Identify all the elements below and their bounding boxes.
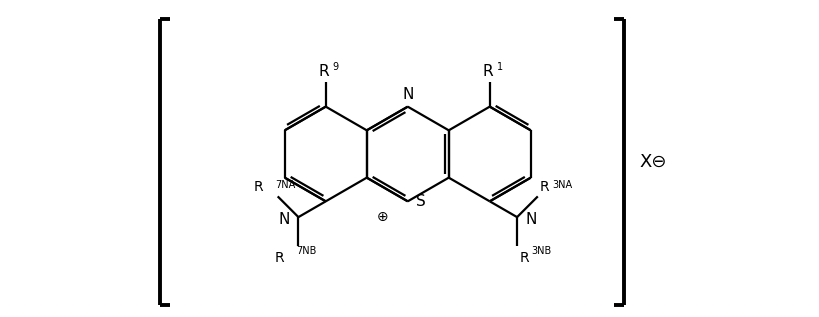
Text: X⊖: X⊖ bbox=[639, 153, 667, 171]
Text: ⊕: ⊕ bbox=[377, 210, 388, 224]
Text: 9: 9 bbox=[333, 62, 338, 72]
Text: N: N bbox=[401, 87, 413, 102]
Text: R: R bbox=[318, 64, 328, 79]
Text: R: R bbox=[540, 180, 549, 194]
Text: N: N bbox=[524, 212, 536, 227]
Text: 1: 1 bbox=[496, 62, 502, 72]
Text: R: R bbox=[482, 64, 492, 79]
Text: R: R bbox=[274, 251, 283, 265]
Text: N: N bbox=[278, 212, 290, 227]
Text: 7NB: 7NB bbox=[296, 246, 316, 256]
Text: 7NA: 7NA bbox=[275, 180, 296, 190]
Text: 3NA: 3NA bbox=[551, 180, 572, 190]
Text: R: R bbox=[253, 180, 263, 194]
Text: S: S bbox=[415, 194, 425, 209]
Text: R: R bbox=[518, 251, 528, 265]
Text: 3NB: 3NB bbox=[531, 246, 551, 256]
